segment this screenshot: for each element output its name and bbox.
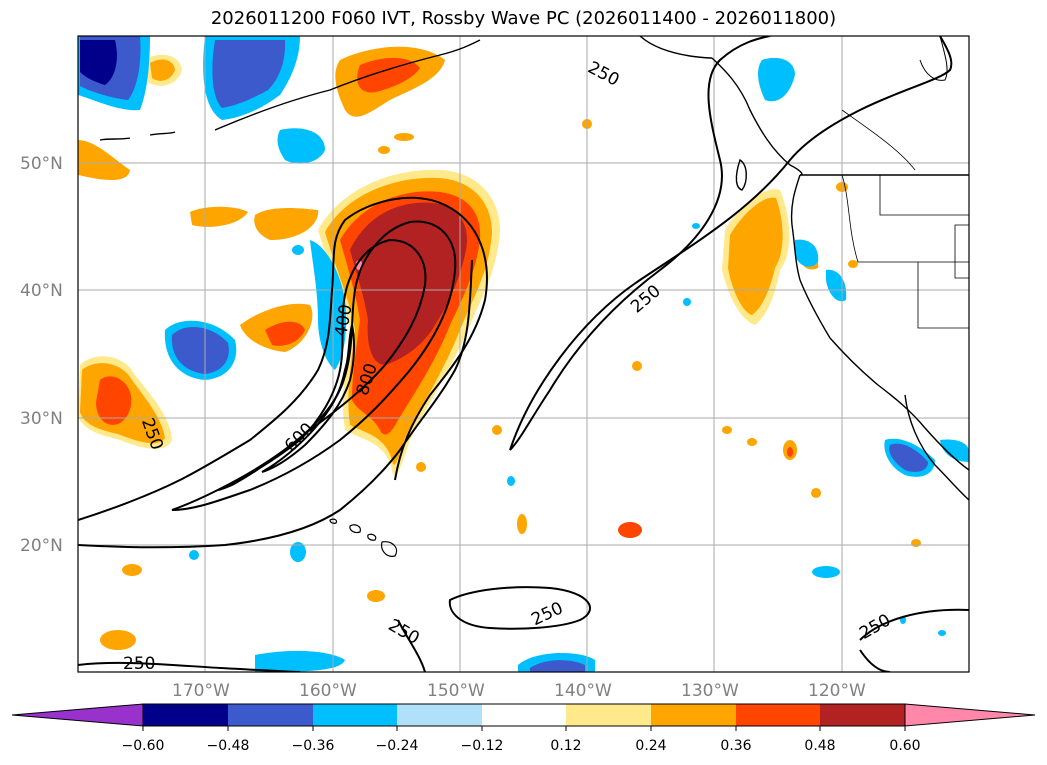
colorbar-bin-6	[566, 704, 651, 726]
colorbar-tick-neg060: −0.60	[122, 738, 165, 754]
colorbar-bin-1	[143, 704, 228, 726]
ivt-contours	[78, 36, 969, 672]
lat-tick-20n: 20°N	[20, 536, 63, 556]
coastlines	[99, 36, 969, 501]
lat-tick-30n: 30°N	[20, 409, 63, 429]
map-frame	[77, 35, 970, 673]
colorbar-frame	[142, 703, 906, 727]
colorbar-extend-low	[11, 703, 144, 727]
colorbar-tick-neg024: −0.24	[376, 738, 419, 754]
colorbar-tick-036: 0.36	[720, 738, 751, 754]
lon-tick-140w: 140°W	[554, 681, 612, 701]
colorbar-bin-2	[228, 704, 313, 726]
colorbar-tick-neg036: −0.36	[292, 738, 335, 754]
positive-anomaly-plume	[318, 169, 500, 476]
colorbar-tick-048: 0.48	[804, 738, 835, 754]
plot-title: 2026011200 F060 IVT, Rossby Wave PC (202…	[210, 8, 837, 29]
colorbar-bin-7	[651, 704, 736, 726]
positive-anomaly-small	[100, 119, 921, 650]
contour-label-250-g: 250	[123, 654, 155, 674]
lon-tick-130w: 130°W	[681, 681, 739, 701]
colorbar-bin-8	[736, 704, 820, 726]
colorbar-tick-neg012: −0.12	[461, 738, 504, 754]
negative-anomaly-patches	[78, 36, 969, 672]
colorbar-bin-3	[313, 704, 397, 726]
positive-anomaly-west	[78, 356, 172, 449]
lon-tick-170w: 170°W	[172, 681, 230, 701]
hawaii-islands	[329, 518, 398, 557]
colorbar-bin-9	[820, 704, 905, 726]
colorbar-bin-5	[482, 704, 566, 726]
latitude-ticks: 50°N 40°N 30°N 20°N	[20, 154, 63, 556]
positive-anomaly-westcoast	[722, 189, 819, 325]
colorbar-extend-high	[904, 703, 1036, 727]
colorbar-tick-neg048: −0.48	[207, 738, 250, 754]
colorbar-tick-012: 0.12	[550, 738, 581, 754]
colorbar-tick-024: 0.24	[635, 738, 666, 754]
lon-tick-160w: 160°W	[299, 681, 357, 701]
colorbar-bin-4	[397, 704, 482, 726]
map-panel: 250 250 250 250 250 250 400 600 800 250	[78, 36, 969, 674]
colorbar-tick-060: 0.60	[889, 738, 920, 754]
longitude-ticks: 170°W 160°W 150°W 140°W 130°W 120°W	[172, 681, 866, 701]
lat-tick-40n: 40°N	[20, 281, 63, 301]
lon-tick-150w: 150°W	[427, 681, 485, 701]
colorbar: −0.60 −0.48 −0.36 −0.24 −0.12 0.12 0.24 …	[11, 703, 1036, 754]
lon-tick-120w: 120°W	[808, 681, 866, 701]
lat-tick-50n: 50°N	[20, 154, 63, 174]
